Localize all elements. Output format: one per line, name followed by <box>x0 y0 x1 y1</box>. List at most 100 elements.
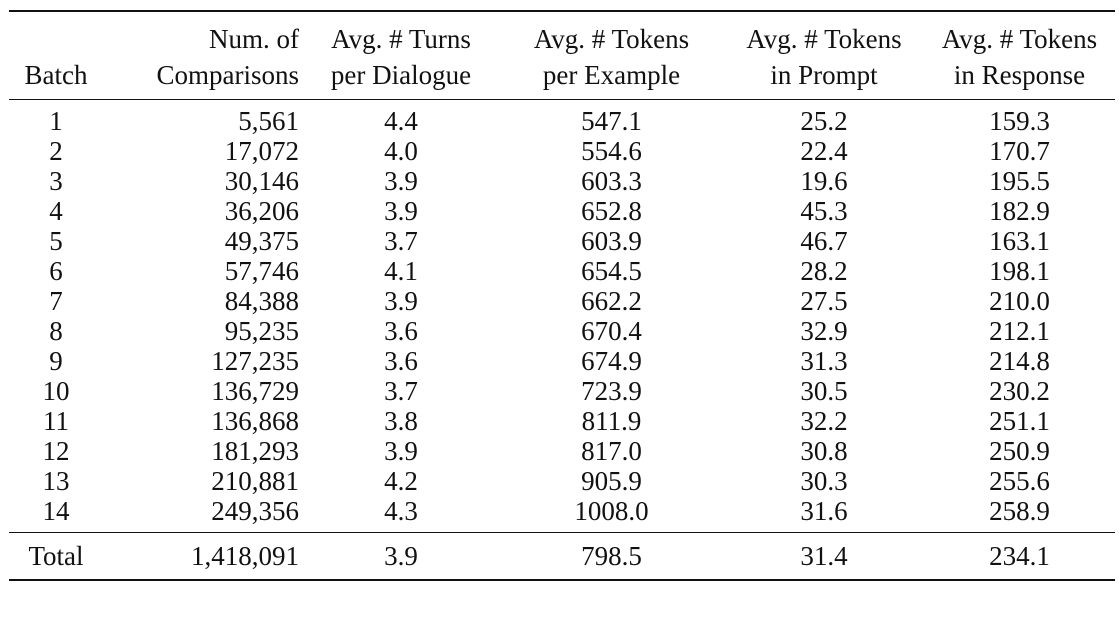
header-tokens-example: per Example <box>499 55 724 100</box>
header-tokens-prompt-line1: Avg. # Tokens <box>746 24 902 54</box>
cell-tokens-prompt: 31.6 <box>800 496 848 526</box>
cell-turns: 3.6 <box>384 346 418 376</box>
cell-tokens-example: 603.9 <box>581 226 642 256</box>
cell-tokens-prompt: 32.2 <box>800 406 848 436</box>
cell-tokens-response: 255.6 <box>989 466 1050 496</box>
table-row: 10 136,729 3.7 723.9 30.5 230.2 <box>9 376 1115 406</box>
cell-tokens-example: 654.5 <box>581 256 642 286</box>
table-row: 11 136,868 3.8 811.9 32.2 251.1 <box>9 406 1115 436</box>
statistics-table: Num. of Avg. # Turns Avg. # Tokens Avg. … <box>9 10 1115 581</box>
cell-batch: 12 <box>42 436 70 466</box>
header-turns-line1: Avg. # Turns <box>331 24 471 54</box>
cell-comparisons: 127,235 <box>211 346 299 376</box>
table-header: Num. of Avg. # Turns Avg. # Tokens Avg. … <box>9 10 1115 100</box>
total-tokens-response: 234.1 <box>924 532 1115 581</box>
cell-tokens-response: 170.7 <box>989 136 1050 166</box>
cell-batch: 5 <box>49 226 63 256</box>
cell-comparisons: 49,375 <box>224 226 299 256</box>
cell-tokens-example: 723.9 <box>581 376 642 406</box>
cell-batch: 14 <box>42 496 70 526</box>
cell-tokens-response: 195.5 <box>989 166 1050 196</box>
cell-comparisons: 17,072 <box>224 136 299 166</box>
cell-tokens-example: 817.0 <box>581 436 642 466</box>
cell-batch: 3 <box>49 166 63 196</box>
cell-comparisons: 84,388 <box>224 286 299 316</box>
cell-tokens-prompt: 30.8 <box>800 436 848 466</box>
cell-comparisons: 210,881 <box>211 466 299 496</box>
cell-tokens-response: 210.0 <box>989 286 1050 316</box>
cell-tokens-prompt: 31.3 <box>800 346 848 376</box>
cell-tokens-response: 212.1 <box>989 316 1050 346</box>
cell-turns: 3.9 <box>384 286 418 316</box>
cell-tokens-example: 811.9 <box>581 406 642 436</box>
table-row: 9 127,235 3.6 674.9 31.3 214.8 <box>9 346 1115 376</box>
total-label: Total <box>9 532 103 581</box>
cell-comparisons: 95,235 <box>224 316 299 346</box>
cell-tokens-response: 250.9 <box>989 436 1050 466</box>
header-tokens-prompt: in Prompt <box>724 55 924 100</box>
table-row: 14 249,356 4.3 1008.0 31.6 258.9 <box>9 496 1115 533</box>
total-row: Total 1,418,091 3.9 798.5 31.4 234.1 <box>9 532 1115 581</box>
table-row: 6 57,746 4.1 654.5 28.2 198.1 <box>9 256 1115 286</box>
cell-batch: 1 <box>49 106 63 136</box>
cell-tokens-prompt: 45.3 <box>800 196 848 226</box>
cell-comparisons: 5,561 <box>238 106 299 136</box>
cell-batch: 11 <box>43 406 69 436</box>
cell-comparisons: 181,293 <box>211 436 299 466</box>
cell-turns: 3.7 <box>384 376 418 406</box>
cell-tokens-prompt: 22.4 <box>800 136 848 166</box>
cell-comparisons: 36,206 <box>224 196 299 226</box>
header-batch: Batch <box>9 55 103 100</box>
table-row: 2 17,072 4.0 554.6 22.4 170.7 <box>9 136 1115 166</box>
cell-tokens-prompt: 30.3 <box>800 466 848 496</box>
header-turns: per Dialogue <box>303 55 499 100</box>
table-row: 5 49,375 3.7 603.9 46.7 163.1 <box>9 226 1115 256</box>
cell-tokens-prompt: 19.6 <box>800 166 848 196</box>
header-tokens-response: in Response <box>924 55 1115 100</box>
cell-turns: 3.9 <box>384 166 418 196</box>
cell-tokens-example: 674.9 <box>581 346 642 376</box>
table-total: Total 1,418,091 3.9 798.5 31.4 234.1 <box>9 532 1115 581</box>
cell-tokens-example: 652.8 <box>581 196 642 226</box>
cell-turns: 3.9 <box>384 436 418 466</box>
cell-batch: 4 <box>49 196 63 226</box>
cell-tokens-response: 182.9 <box>989 196 1050 226</box>
cell-tokens-response: 230.2 <box>989 376 1050 406</box>
cell-tokens-example: 547.1 <box>581 106 642 136</box>
table-row: 12 181,293 3.9 817.0 30.8 250.9 <box>9 436 1115 466</box>
cell-tokens-response: 163.1 <box>989 226 1050 256</box>
table-row: 13 210,881 4.2 905.9 30.3 255.6 <box>9 466 1115 496</box>
table-row: 4 36,206 3.9 652.8 45.3 182.9 <box>9 196 1115 226</box>
cell-comparisons: 249,356 <box>211 496 299 526</box>
cell-tokens-response: 159.3 <box>989 106 1050 136</box>
cell-batch: 13 <box>42 466 70 496</box>
cell-tokens-prompt: 25.2 <box>800 106 848 136</box>
cell-batch: 7 <box>49 286 63 316</box>
cell-tokens-example: 1008.0 <box>574 496 649 526</box>
cell-turns: 4.1 <box>384 256 418 286</box>
cell-tokens-response: 214.8 <box>989 346 1050 376</box>
cell-tokens-example: 670.4 <box>581 316 642 346</box>
cell-comparisons: 136,729 <box>211 376 299 406</box>
cell-tokens-prompt: 28.2 <box>800 256 848 286</box>
table-row: 7 84,388 3.9 662.2 27.5 210.0 <box>9 286 1115 316</box>
cell-turns: 4.3 <box>384 496 418 526</box>
cell-turns: 4.0 <box>384 136 418 166</box>
cell-tokens-example: 554.6 <box>581 136 642 166</box>
cell-comparisons: 136,868 <box>211 406 299 436</box>
total-tokens-prompt: 31.4 <box>724 532 924 581</box>
cell-tokens-response: 258.9 <box>989 496 1050 526</box>
cell-turns: 3.6 <box>384 316 418 346</box>
header-tokens-example-line1: Avg. # Tokens <box>533 24 690 54</box>
cell-batch: 6 <box>49 256 63 286</box>
cell-batch: 9 <box>49 346 63 376</box>
cell-tokens-prompt: 27.5 <box>800 286 848 316</box>
cell-tokens-example: 905.9 <box>581 466 642 496</box>
table-row: 1 5,561 4.4 547.1 25.2 159.3 <box>9 100 1115 137</box>
header-batch-line1 <box>9 12 103 55</box>
cell-tokens-response: 198.1 <box>989 256 1050 286</box>
header-tokens-response-line1: Avg. # Tokens <box>941 24 1098 54</box>
cell-turns: 3.9 <box>384 196 418 226</box>
total-comparisons: 1,418,091 <box>103 532 303 581</box>
